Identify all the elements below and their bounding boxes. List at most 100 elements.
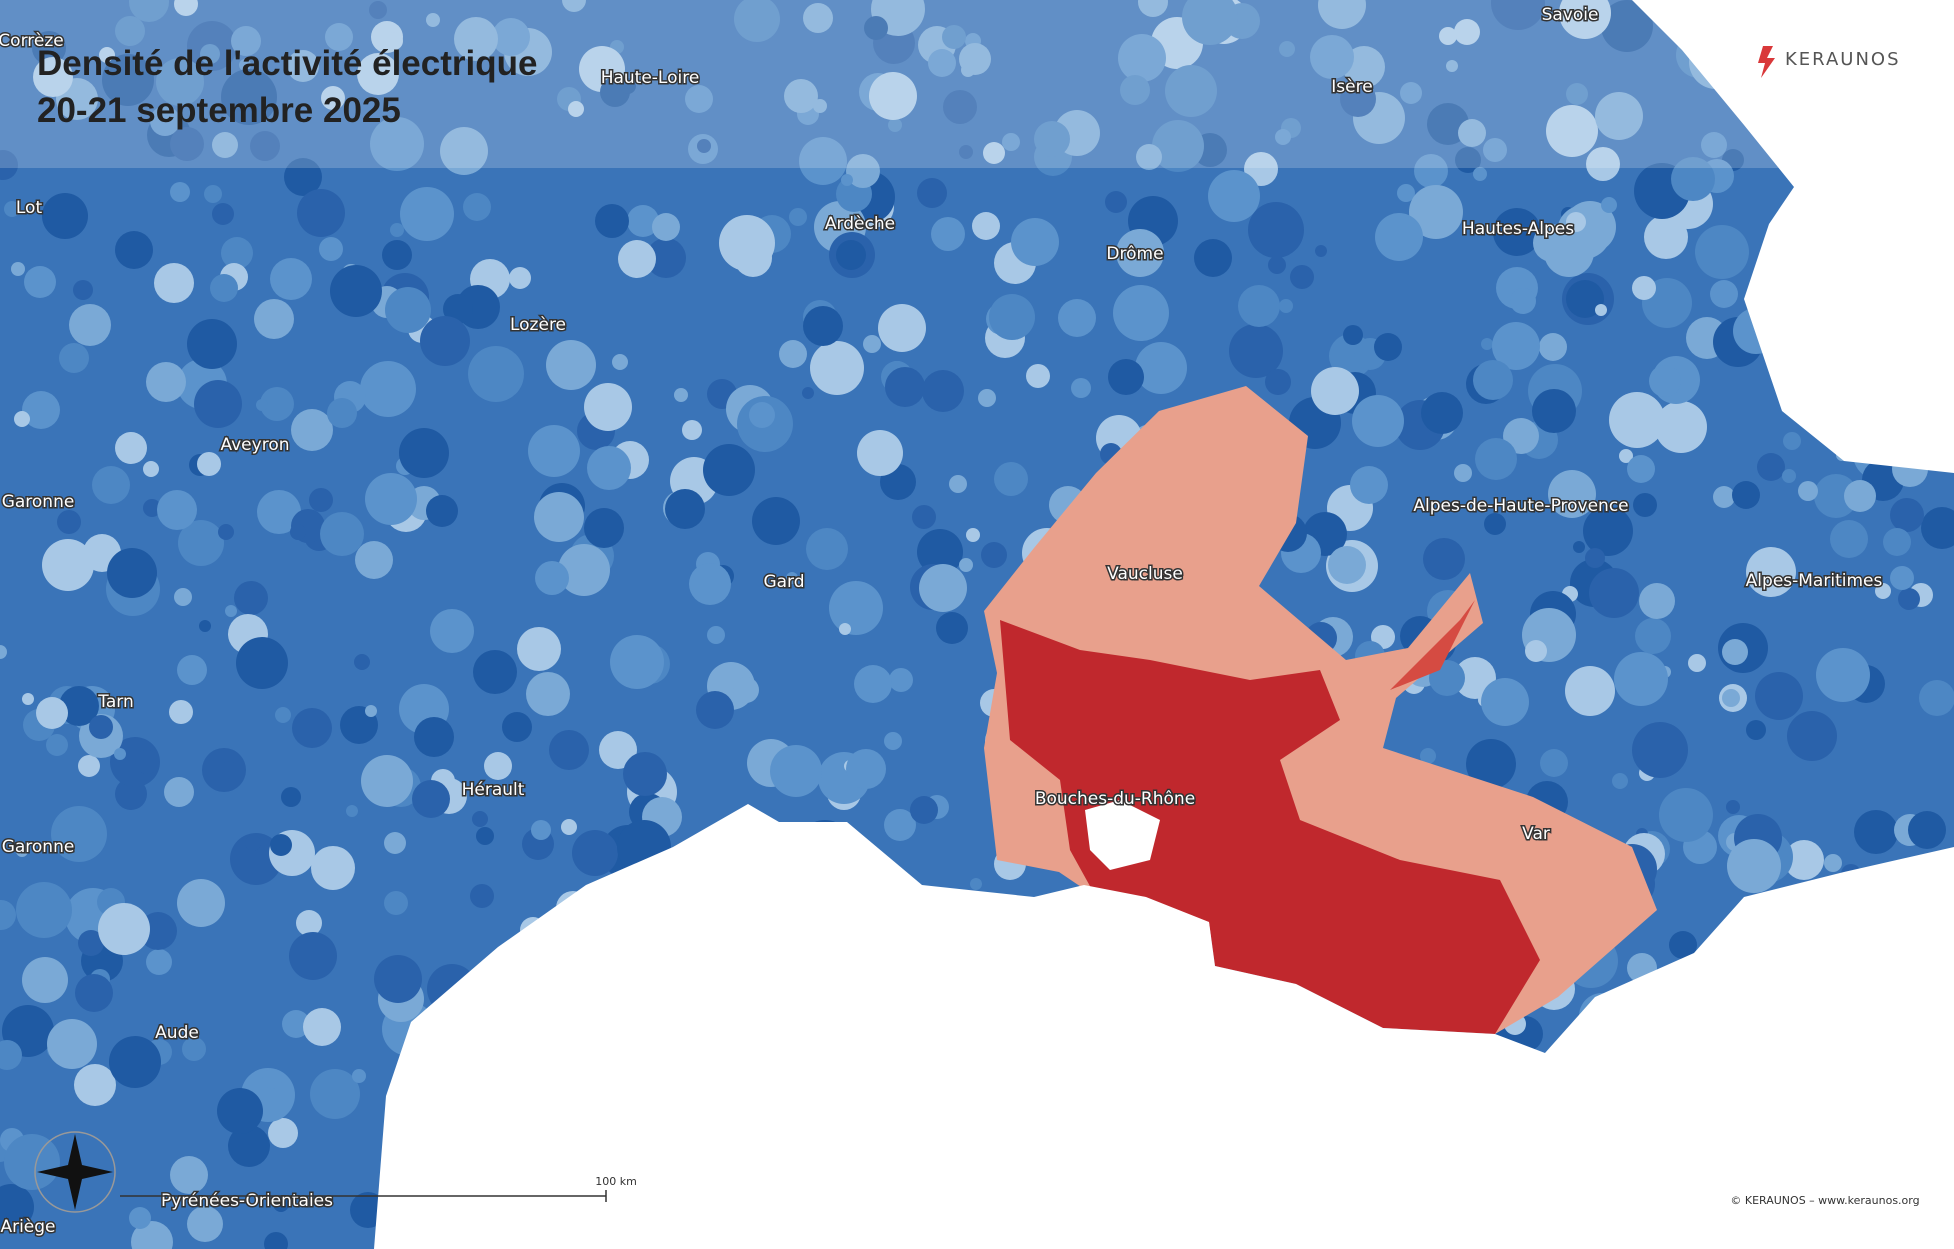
commune [1318,0,1366,29]
commune [492,18,530,56]
commune [59,686,99,726]
commune [1265,369,1291,395]
commune [1644,215,1688,259]
commune [689,563,731,605]
department-label: Savoie [1542,5,1599,25]
commune [177,879,225,927]
commune [1510,288,1536,314]
commune [321,86,345,110]
commune [1136,144,1162,170]
commune [78,755,100,777]
commune [1573,541,1585,553]
commune [1414,154,1448,188]
commune [42,539,94,591]
commune [11,262,25,276]
commune [476,827,494,845]
department-label: Alpes-Maritimes [1746,571,1883,591]
commune [970,878,982,890]
commune [1722,689,1740,707]
commune [187,1206,223,1242]
commune [595,204,629,238]
commune [949,475,967,493]
commune [587,446,631,490]
commune [665,489,705,529]
commune [981,542,1007,568]
commune [1601,0,1653,52]
commune [1503,418,1539,454]
commune [612,354,628,370]
commune [42,193,88,239]
commune [281,787,301,807]
commune [928,49,956,77]
commune [1546,105,1598,157]
logo: KERAUNOS [1785,49,1901,70]
commune [1727,839,1781,893]
commune [157,490,197,530]
commune [961,63,975,77]
commune [370,117,424,171]
commune [646,238,686,278]
commune [426,13,440,27]
commune [1875,583,1891,599]
department-label: Alpes-de-Haute-Provence [1413,496,1628,516]
commune [1446,60,1458,72]
commune [1532,389,1576,433]
commune [978,389,996,407]
commune [803,306,843,346]
commune [361,755,413,807]
commune [1566,83,1588,105]
commune [674,388,688,402]
commune [365,705,377,717]
commune [217,1088,263,1134]
commune [1921,507,1954,549]
commune [146,362,186,402]
commune [1525,640,1547,662]
commune [150,106,180,136]
commune [1726,800,1740,814]
commune [1026,364,1050,388]
commune [420,316,470,366]
commune [154,263,194,303]
commune [319,237,343,261]
commune [430,609,474,653]
commune [786,572,798,584]
commune [1454,464,1472,482]
commune [1627,455,1655,483]
commune [59,343,89,373]
commune [114,748,126,760]
commune [99,47,115,63]
commune [14,411,30,427]
commune [1713,486,1735,508]
department-label: Garonne [2,492,75,512]
commune [810,341,864,395]
commune [789,208,807,226]
commune [369,1,387,19]
commune [509,267,531,289]
commune [0,900,16,930]
commune [857,430,903,476]
commune [270,258,312,300]
commune [1248,202,1304,258]
commune [4,1134,60,1190]
commune [1423,538,1465,580]
commune [289,932,337,980]
commune [22,693,34,705]
commune [194,380,242,428]
subtitle: 20-21 septembre 2025 [37,91,401,130]
commune [156,58,204,106]
commune [296,910,322,936]
commune [910,796,938,824]
commune [234,581,268,615]
commune [231,26,261,56]
commune [846,154,880,188]
commune [0,1040,22,1070]
commune [1458,119,1486,147]
commune [24,266,56,298]
commune [546,340,596,390]
storm-core-east [1390,600,1475,690]
commune [311,846,355,890]
commune [414,717,454,757]
department-label: Vaucluse [1107,564,1183,584]
commune [1595,92,1643,140]
commune [770,745,822,797]
